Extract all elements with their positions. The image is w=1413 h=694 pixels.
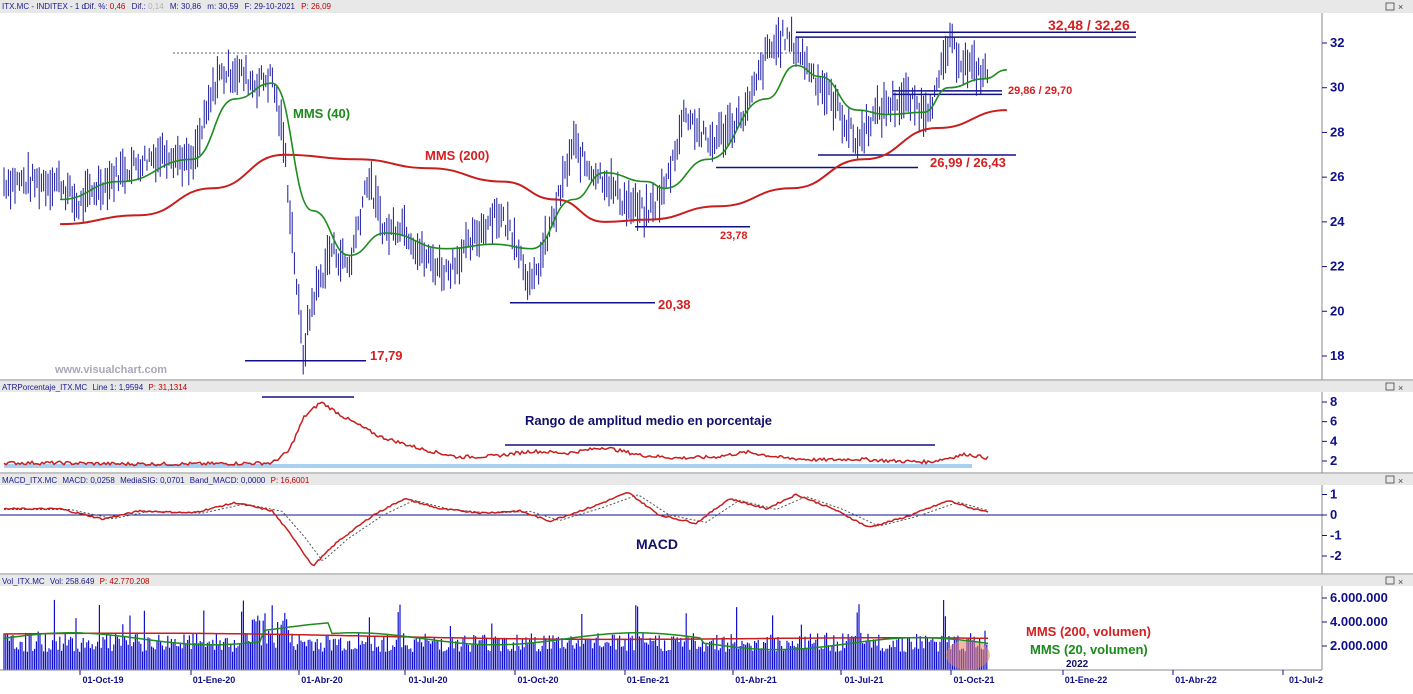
x-tick-label: 01-Jul-2	[1289, 675, 1323, 685]
price-y-tick-label: 24	[1330, 214, 1345, 229]
volume-panel: Vol_ITX.MC Vol: 258.649 P: 42.770.208 × …	[0, 575, 1413, 670]
macd-header-info: MACD_ITX.MC MACD: 0,0258 MediaSIG: 0,070…	[2, 476, 310, 485]
volume-window-controls[interactable]: ×	[1385, 576, 1403, 587]
volume-bar-series	[3, 599, 988, 670]
x-tick-label: 01-Oct-21	[953, 675, 994, 685]
atr-line	[3, 401, 989, 467]
close-icon[interactable]: ×	[1398, 383, 1403, 393]
close-icon[interactable]: ×	[1398, 2, 1403, 12]
atr-panel: ATRPorcentaje_ITX.MC Line 1: 1,9594 P: 3…	[0, 381, 1413, 474]
sma40-line	[60, 64, 1007, 257]
volume-header-info: Vol_ITX.MC Vol: 258.649 P: 42.770.208	[2, 577, 150, 586]
x-tick-label: 01-Ene-22	[1065, 675, 1108, 685]
atr-y-tick-label: 6	[1330, 414, 1337, 429]
atr-y-tick-label: 2	[1330, 453, 1337, 468]
close-icon[interactable]: ×	[1398, 476, 1403, 486]
price-bars	[3, 16, 988, 375]
atr-y-axis: 8 6 4 2	[1322, 394, 1338, 468]
macd-line	[3, 492, 989, 567]
x-tick-label: 01-Abr-20	[301, 675, 343, 685]
price-y-axis: 32 30 28 26 24 22 20 18	[1322, 35, 1345, 363]
sma200-label: MMS (200)	[425, 148, 489, 163]
x-tick-labels: 01-Oct-19 01-Ene-20 01-Abr-20 01-Jul-20 01-O…	[79, 670, 1323, 685]
x-tick-label: 01-Oct-19	[82, 675, 123, 685]
price-panel: ITX.MC - INDITEX - 1 d Dif. %: 0,46 Dif.…	[0, 0, 1413, 381]
macd-y-tick-label: 0	[1330, 507, 1337, 522]
price-bar-series	[3, 16, 988, 375]
x-tick-label: 01-Ene-21	[627, 675, 670, 685]
x-axis: 01-Oct-19 01-Ene-20 01-Abr-20 01-Jul-20 01-O…	[0, 669, 1323, 685]
price-level-lines	[173, 31, 1136, 362]
minimize-icon[interactable]	[1385, 382, 1395, 391]
x-tick-label: 01-Abr-22	[1175, 675, 1217, 685]
macd-y-tick-label: -2	[1330, 548, 1342, 563]
price-header-info: Dif. %: 0,46 Dif.: 0,14 M: 30,86 m: 30,5…	[84, 2, 332, 11]
volume-header-bar	[0, 575, 1413, 586]
atr-window-controls[interactable]: ×	[1385, 382, 1403, 393]
price-y-tick-label: 22	[1330, 259, 1344, 274]
sma200-line	[60, 109, 1007, 226]
volume-y-axis: 6.000.000 4.000.000 2.000.000	[1322, 590, 1388, 653]
price-y-tick-label: 20	[1330, 303, 1344, 318]
atr-baseline-band	[4, 464, 972, 468]
macd-signal-line	[4, 494, 989, 561]
x-tick-label: 01-Ene-20	[193, 675, 236, 685]
price-y-tick-label: 32	[1330, 35, 1344, 50]
macd-panel: MACD_ITX.MC MACD: 0,0258 MediaSIG: 0,070…	[0, 474, 1413, 575]
minimize-icon[interactable]	[1385, 576, 1395, 585]
close-icon[interactable]: ×	[1398, 577, 1403, 587]
level-label-2038: 20,38	[658, 297, 691, 312]
year-label: 2022	[1066, 659, 1089, 670]
macd-window-controls[interactable]: ×	[1385, 475, 1403, 486]
atr-header-bar	[0, 381, 1413, 392]
watermark: www.visualchart.com	[54, 364, 167, 376]
price-window-controls[interactable]: ×	[1385, 2, 1403, 12]
level-label-1779: 17,79	[370, 348, 403, 363]
macd-annotation: MACD	[636, 536, 678, 552]
atr-y-tick-label: 4	[1330, 433, 1338, 448]
price-y-tick-label: 28	[1330, 124, 1344, 139]
volume-sma20-label: MMS (20, volumen)	[1030, 642, 1148, 657]
level-label-mid: 29,86 / 29,70	[1008, 85, 1072, 97]
volume-bars	[3, 599, 988, 670]
macd-header-bar	[0, 474, 1413, 485]
volume-sma200-label: MMS (200, volumen)	[1026, 624, 1151, 639]
macd-y-tick-label: 1	[1330, 487, 1337, 502]
macd-y-axis: 1 0 -1 -2	[1322, 487, 1342, 563]
macd-y-tick-label: -1	[1330, 528, 1342, 543]
atr-y-tick-label: 8	[1330, 394, 1337, 409]
x-tick-label: 01-Oct-20	[517, 675, 558, 685]
x-tick-label: 01-Jul-20	[408, 675, 447, 685]
price-y-tick-label: 18	[1330, 348, 1344, 363]
volume-sma20-line	[3, 622, 989, 651]
volume-sma200-line	[3, 632, 988, 641]
minimize-icon[interactable]	[1385, 2, 1395, 11]
price-y-tick-label: 26	[1330, 169, 1344, 184]
price-header-bar	[0, 0, 1413, 13]
x-tick-label: 01-Abr-21	[735, 675, 777, 685]
level-label-2378: 23,78	[720, 230, 748, 242]
minimize-icon[interactable]	[1385, 475, 1395, 484]
level-label-support: 26,99 / 26,43	[930, 155, 1006, 170]
level-label-high: 32,48 / 32,26	[1048, 17, 1130, 33]
volume-highlight	[946, 640, 990, 670]
price-y-tick-label: 30	[1330, 80, 1344, 95]
sma40-label: MMS (40)	[293, 106, 350, 121]
volume-y-tick-label: 6.000.000	[1330, 590, 1388, 605]
x-tick-label: 01-Jul-21	[844, 675, 883, 685]
atr-annotation: Rango de amplitud medio en porcentaje	[525, 413, 772, 428]
volume-y-tick-label: 2.000.000	[1330, 638, 1388, 653]
atr-header-info: ATRPorcentaje_ITX.MC Line 1: 1,9594 P: 3…	[2, 383, 188, 392]
price-header-symbol: ITX.MC - INDITEX - 1 d	[2, 2, 86, 11]
volume-y-tick-label: 4.000.000	[1330, 614, 1388, 629]
